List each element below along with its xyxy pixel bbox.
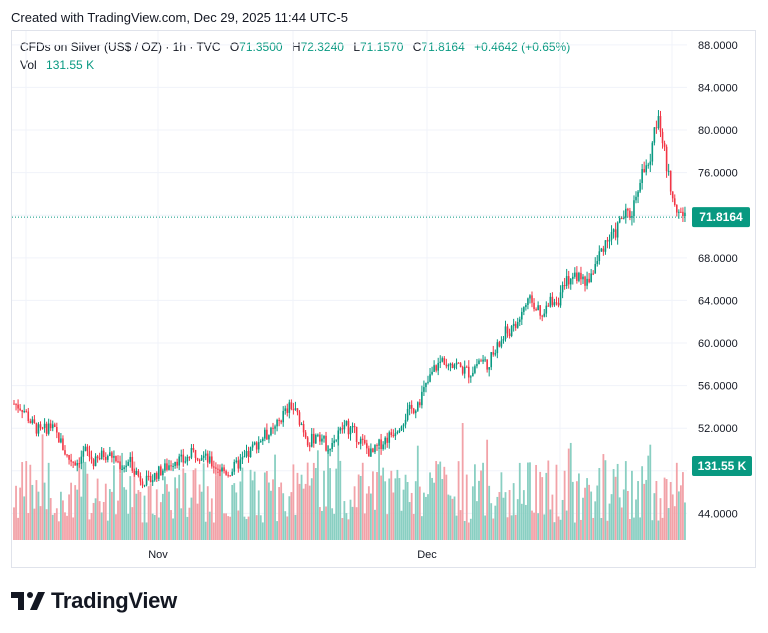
high-value: 72.3240 xyxy=(300,40,344,54)
volume-label: Vol xyxy=(20,58,37,72)
volume-value: 131.55 K xyxy=(46,58,95,72)
open-value: 71.3500 xyxy=(239,40,283,54)
close-label: C xyxy=(412,40,422,54)
close-value: 71.8164 xyxy=(421,40,465,54)
low-value: 71.1570 xyxy=(360,40,404,54)
high-label: H xyxy=(291,40,301,54)
tradingview-logo-icon xyxy=(11,592,45,610)
change-value: +0.4642 (+0.65%) xyxy=(474,40,571,54)
volume-row: Vol 131.55 K xyxy=(20,56,570,74)
symbol-title[interactable]: CFDs on Silver (US$ / OZ) · 1h · TVC xyxy=(20,40,221,54)
tradingview-logo[interactable]: TradingView xyxy=(11,588,177,614)
chart-frame xyxy=(11,30,756,568)
chart-legend: CFDs on Silver (US$ / OZ) · 1h · TVC O71… xyxy=(20,38,570,74)
open-label: O xyxy=(229,40,240,54)
tradingview-logo-text: TradingView xyxy=(51,588,177,613)
ohlc-row: CFDs on Silver (US$ / OZ) · 1h · TVC O71… xyxy=(20,38,570,56)
created-with-caption: Created with TradingView.com, Dec 29, 20… xyxy=(11,10,348,25)
low-label: L xyxy=(353,40,360,54)
